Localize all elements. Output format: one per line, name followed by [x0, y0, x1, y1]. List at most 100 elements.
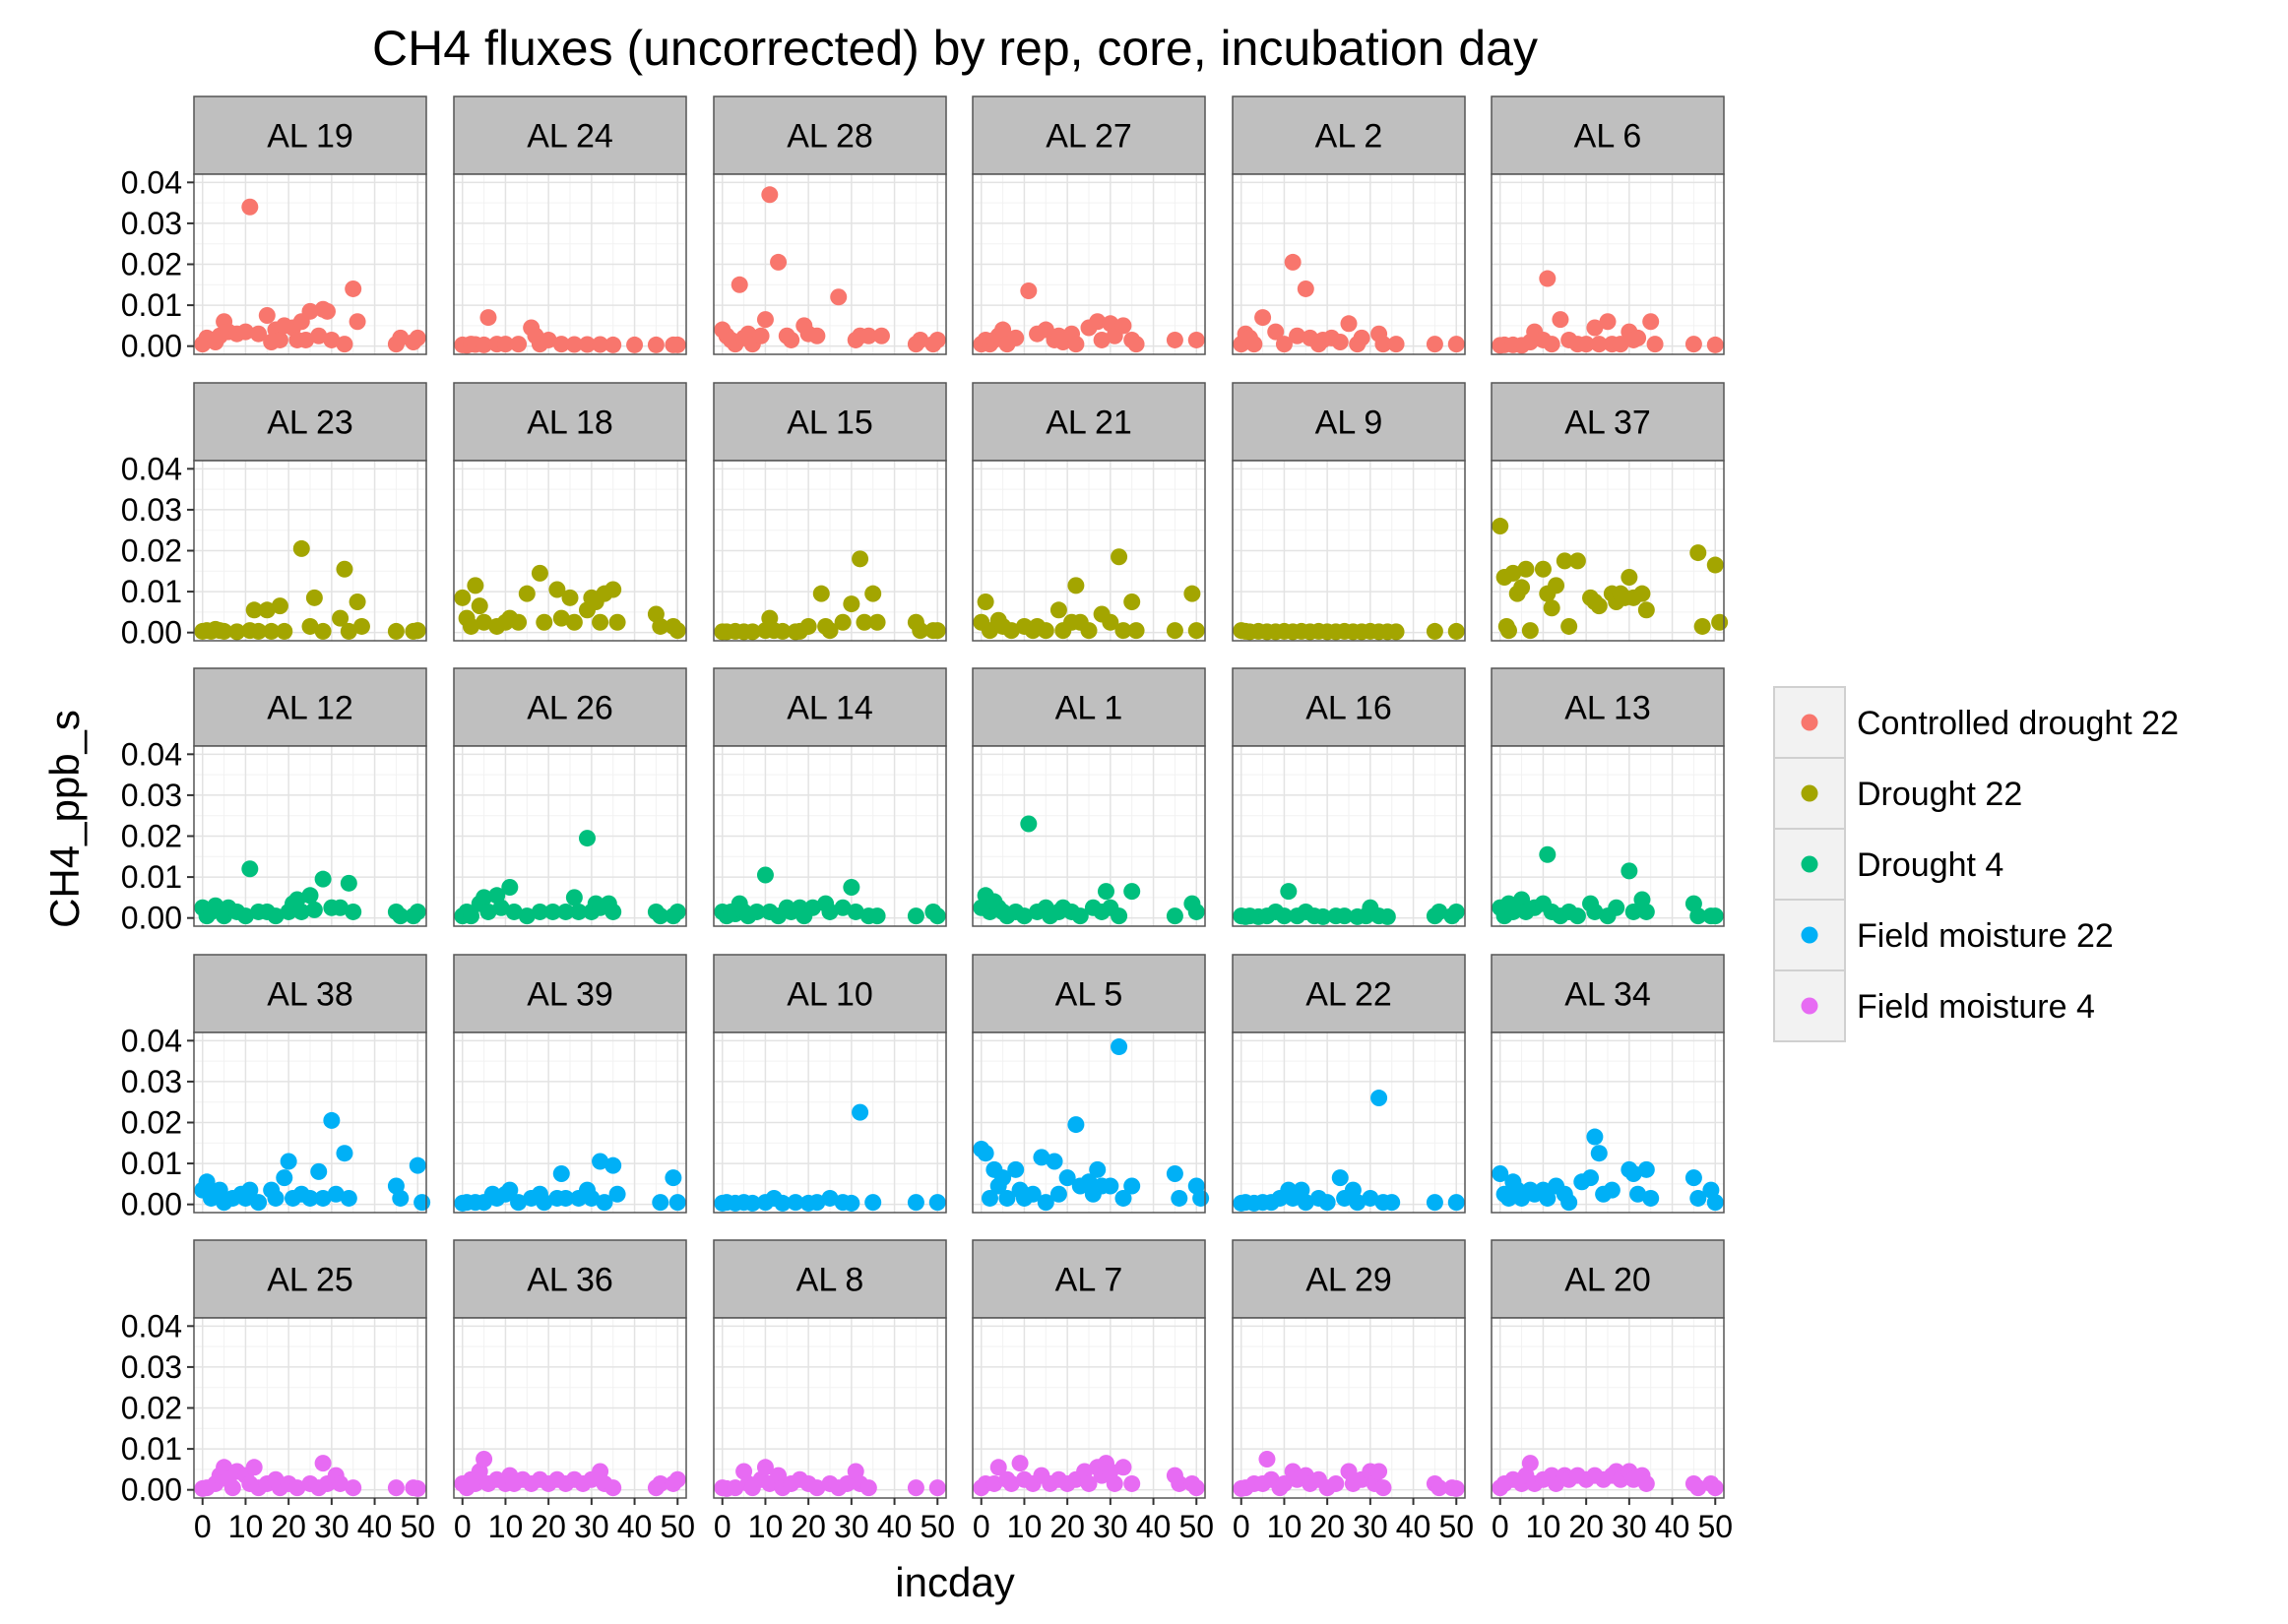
data-point [1349, 1194, 1366, 1212]
data-point [652, 907, 669, 925]
y-tick-label: 0.00 [121, 901, 182, 936]
data-point [1102, 613, 1119, 631]
data-point [912, 331, 929, 348]
x-tick-label: 50 [400, 1509, 435, 1544]
data-point [501, 1181, 519, 1199]
data-point [1037, 622, 1054, 640]
data-point [1127, 336, 1145, 353]
data-point [1621, 569, 1638, 587]
data-point [332, 899, 350, 916]
data-point [1318, 1194, 1336, 1212]
facet-strip [972, 954, 1206, 1033]
data-point [856, 613, 873, 631]
data-point [501, 878, 519, 896]
x-tick-label: 40 [877, 1509, 913, 1544]
facet-panel: AL 23 0.00 0.01 0.02 0.03 0.04 [121, 382, 427, 651]
data-point [349, 593, 366, 610]
data-point [1621, 862, 1638, 880]
facet-panel: AL 36 0 10 20 30 40 50 [453, 1239, 695, 1544]
data-point [808, 1194, 826, 1212]
facet-strip [1232, 667, 1466, 747]
facet-strip-label: AL 21 [1046, 405, 1132, 442]
x-tick-label: 20 [1049, 1509, 1085, 1544]
data-point [336, 336, 353, 353]
data-point [536, 613, 553, 631]
data-point [1603, 1181, 1621, 1199]
data-point [756, 311, 774, 329]
data-point [314, 870, 332, 888]
facet-strip-label: AL 37 [1564, 405, 1651, 442]
facet-strip [1491, 95, 1725, 175]
data-point [843, 878, 860, 896]
data-point [1007, 329, 1025, 346]
data-point [413, 1194, 431, 1212]
facet-panel: AL 2 [1232, 95, 1466, 355]
data-point [496, 336, 514, 353]
data-point [1314, 907, 1332, 925]
data-point [340, 874, 357, 892]
panel-border [713, 460, 947, 642]
x-tick-label: 0 [1492, 1509, 1509, 1544]
data-point [476, 889, 493, 906]
facet-panel: AL 38 0.00 0.01 0.02 0.03 0.04 [121, 954, 431, 1222]
data-point [1447, 903, 1465, 920]
y-tick-label: 0.02 [121, 533, 182, 569]
data-point [1684, 336, 1702, 353]
y-tick-label: 0.04 [121, 164, 182, 200]
facet-strip [972, 382, 1206, 462]
data-point [1297, 280, 1314, 297]
facet-panel: AL 26 [453, 667, 687, 927]
data-point [505, 903, 523, 920]
panel-border [972, 1317, 1206, 1499]
facet-panel: AL 5 [972, 954, 1210, 1214]
x-tick-label: 30 [1353, 1509, 1388, 1544]
legend-swatch [1801, 784, 1818, 802]
facet-strip-label: AL 22 [1305, 976, 1392, 1014]
data-point [557, 903, 575, 920]
data-point [292, 539, 310, 557]
data-point [1353, 329, 1370, 346]
data-point [1123, 1474, 1141, 1492]
data-point [608, 1185, 626, 1203]
data-point [1111, 548, 1128, 566]
data-point [872, 327, 890, 344]
data-point [345, 280, 362, 297]
data-point [198, 1173, 216, 1191]
data-point [352, 617, 370, 635]
facet-panel: AL 20 0 10 20 30 40 50 [1491, 1239, 1733, 1544]
data-point [1586, 1128, 1604, 1146]
data-point [241, 860, 259, 878]
data-point [1037, 1194, 1054, 1212]
data-point [314, 1455, 332, 1472]
data-point [1327, 1474, 1345, 1492]
data-point [305, 901, 323, 918]
data-point [1378, 907, 1396, 925]
data-point [665, 1169, 682, 1187]
facet-strip [453, 667, 687, 747]
y-tick-label: 0.03 [121, 206, 182, 241]
data-point [1426, 336, 1443, 353]
legend: Controlled drought 22 Drought 22 Drought 4… [1773, 686, 2179, 1042]
y-tick-label: 0.03 [121, 1349, 182, 1385]
facet-strip [972, 1239, 1206, 1319]
data-point [223, 1479, 241, 1497]
facet-strip [193, 954, 427, 1033]
data-point [752, 327, 770, 344]
data-point [578, 830, 596, 847]
facet-strip [1232, 954, 1466, 1033]
data-point [271, 597, 288, 615]
facet-panel: AL 10 [713, 954, 947, 1214]
legend-item: Field moisture 4 [1773, 969, 2095, 1042]
data-point [583, 1189, 601, 1207]
data-point [1689, 1189, 1707, 1207]
data-point [340, 1189, 357, 1207]
data-point [349, 313, 366, 331]
facet-strip-label: AL 14 [787, 690, 873, 727]
data-point [1693, 617, 1711, 635]
legend-swatch [1801, 714, 1818, 731]
facet-strip [713, 667, 947, 747]
data-point [409, 1479, 426, 1497]
facet-panel: AL 6 [1491, 95, 1725, 355]
data-point [1049, 1185, 1067, 1203]
data-point [808, 1479, 826, 1497]
